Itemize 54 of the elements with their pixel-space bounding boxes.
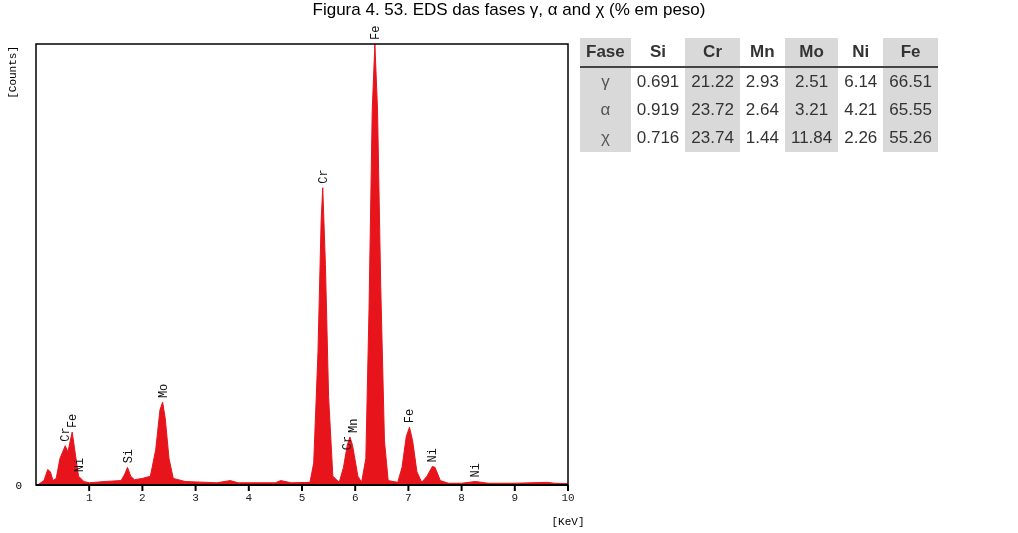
annotation: Ni [426,448,441,463]
annotation: Cr [340,435,355,451]
data-label: 11.84 [784,124,839,152]
annotation: Ni [72,457,87,473]
data-label: 0.716 [630,124,686,152]
x-tick-label: 8 [458,491,465,504]
x-tick-label: 4 [245,491,253,504]
y-tick-label: α [580,96,631,124]
data-label: 1.44 [739,124,785,152]
x-tick-label: Fe [883,38,938,67]
y-axis-title: [Counts] [7,46,19,99]
data-label: 6.14 [838,67,884,96]
y-axis-title: Fase [580,38,631,67]
data-label: 55.26 [883,124,938,152]
annotation: Fe [368,25,383,40]
x-tick-label: 7 [405,491,412,504]
data-label: 2.26 [838,124,884,152]
x-tick-label: Cr [685,38,740,67]
x-tick-label: 9 [511,491,519,504]
data-label: 23.72 [685,96,740,124]
x-tick-label: 3 [192,491,199,504]
annotation: Mo [156,383,171,399]
text: 0 [15,480,22,492]
data-label: 2.51 [784,67,839,96]
y-tick-label: χ [580,124,631,152]
data-label: 4.21 [838,96,884,124]
data-label: 3.21 [784,96,839,124]
x-tick-label: Si [630,38,686,67]
data-label: 21.22 [685,67,740,96]
data-label: 23.74 [685,124,740,152]
annotation: Ni [469,463,484,478]
x-tick-label: 1 [85,491,93,504]
annotation: Cr [316,169,331,184]
x-tick-label: Ni [838,38,884,67]
x-axis-title: [KeV] [551,516,585,528]
x-tick-label: Mo [784,38,839,67]
data-label: 0.919 [630,96,686,124]
x-tick-label: 6 [351,491,359,504]
annotation: Cr [59,427,74,442]
x-tick-label: Mn [739,38,785,67]
x-tick-label: 2 [139,491,146,504]
annotation: Si [121,448,136,464]
data-label: 2.93 [739,67,785,96]
annotation: Fe [403,408,418,424]
chart-title: Figura 4. 53. EDS das fases γ, α and χ (% em peso) [311,0,707,20]
x-tick-label: 5 [298,491,306,504]
annotation: Mn [346,418,361,433]
data-label: 2.64 [739,96,785,124]
data-label: 66.51 [883,67,938,96]
data-label: 65.55 [883,96,938,124]
y-tick-label: γ [580,67,631,96]
annotation: Fe [66,413,81,429]
x-tick-label: 10 [561,491,575,504]
data-label: 0.691 [630,67,686,96]
